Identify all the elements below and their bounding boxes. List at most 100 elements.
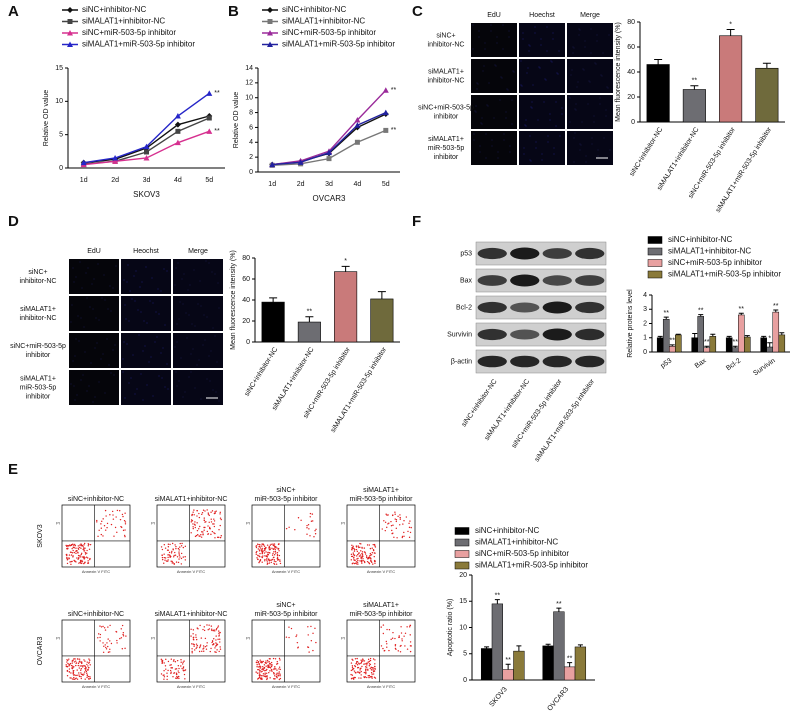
cell-speck xyxy=(176,323,178,325)
event-dot xyxy=(266,677,268,680)
event-dot xyxy=(270,561,272,564)
event-dot xyxy=(86,676,88,679)
legend-marker xyxy=(267,30,273,36)
legend-label: siNC+inhibitor-NC xyxy=(82,5,146,14)
event-dot xyxy=(209,650,211,653)
cell-speck xyxy=(162,347,164,349)
cell-speck xyxy=(152,395,154,397)
error-bar xyxy=(710,333,716,337)
event-dot xyxy=(368,561,370,564)
cell-speck xyxy=(75,276,77,278)
data-point xyxy=(112,155,119,161)
micrograph xyxy=(120,332,172,369)
event-dot xyxy=(124,535,126,538)
cell-speck xyxy=(569,97,571,99)
event-dot xyxy=(163,553,165,555)
event-dot xyxy=(217,626,219,629)
event-dot xyxy=(85,556,88,558)
event-dot xyxy=(202,645,205,647)
cell-speck xyxy=(502,48,504,50)
event-dot xyxy=(352,557,355,559)
blot-band xyxy=(510,274,540,287)
cell-speck xyxy=(493,117,495,119)
event-dot xyxy=(202,509,205,511)
cell-speck xyxy=(546,50,548,52)
bar xyxy=(669,346,676,353)
event-dot xyxy=(198,535,200,537)
event-dot xyxy=(262,543,264,545)
event-dot xyxy=(204,637,207,640)
cell-speck xyxy=(91,283,93,285)
event-dot xyxy=(266,559,268,561)
event-dot xyxy=(80,547,82,549)
cell-speck xyxy=(480,122,482,124)
event-dot xyxy=(273,545,276,547)
event-dot xyxy=(85,670,88,673)
cell-speck xyxy=(500,76,502,78)
event-dot xyxy=(77,664,80,667)
cell-speck xyxy=(583,69,585,71)
event-dot xyxy=(109,651,111,653)
column-header: Hoechst xyxy=(529,12,555,19)
event-dot xyxy=(215,651,217,654)
event-dot xyxy=(407,530,409,533)
bar xyxy=(553,611,565,681)
event-dot xyxy=(296,641,299,644)
y-tick-label: 10 xyxy=(245,95,253,102)
event-dot xyxy=(390,520,392,523)
event-dot xyxy=(374,668,376,670)
event-dot xyxy=(396,537,398,539)
event-dot xyxy=(358,672,361,674)
event-dot xyxy=(198,528,200,530)
event-dot xyxy=(174,668,177,670)
event-dot xyxy=(307,634,309,636)
event-dot xyxy=(79,556,81,558)
significance-label: ** xyxy=(739,306,745,313)
column-header: Heochst xyxy=(133,248,159,255)
event-dot xyxy=(116,509,119,512)
cell-speck xyxy=(103,274,105,276)
event-dot xyxy=(200,533,202,536)
cell-speck xyxy=(144,345,146,347)
event-dot xyxy=(365,671,367,674)
event-dot xyxy=(371,669,373,671)
event-dot xyxy=(267,554,269,556)
event-dot xyxy=(102,625,104,628)
cell-speck xyxy=(557,73,559,75)
bar xyxy=(297,321,321,343)
event-dot xyxy=(99,633,102,636)
event-dot xyxy=(211,530,214,533)
cell-speck xyxy=(597,155,599,157)
event-dot xyxy=(353,550,356,552)
cell-speck xyxy=(568,96,570,98)
event-dot xyxy=(262,666,264,668)
event-dot xyxy=(124,512,126,514)
panel-label: C xyxy=(412,3,423,20)
cell-speck xyxy=(216,361,218,363)
event-dot xyxy=(258,668,260,671)
bar xyxy=(574,646,587,681)
event-dot xyxy=(96,519,98,522)
event-dot xyxy=(80,552,83,555)
event-dot xyxy=(80,661,82,663)
event-dot xyxy=(80,560,82,563)
legend-label: siNC+miR-503-5p inhibitor xyxy=(282,28,376,37)
event-dot xyxy=(104,509,107,512)
event-dot xyxy=(275,560,277,563)
event-dot xyxy=(89,676,91,678)
event-dot xyxy=(264,661,266,664)
cell-speck xyxy=(485,157,487,159)
event-dot xyxy=(356,671,359,673)
event-dot xyxy=(176,676,179,679)
event-dot xyxy=(266,544,269,546)
event-dot xyxy=(386,646,388,648)
event-dot xyxy=(273,560,276,562)
cell-speck xyxy=(541,153,543,155)
blot-band xyxy=(575,247,605,260)
cell-speck xyxy=(549,119,551,121)
event-dot xyxy=(314,533,317,535)
event-dot xyxy=(261,547,263,550)
cell-speck xyxy=(476,88,478,90)
event-dot xyxy=(268,661,270,663)
row-label: inhibitor xyxy=(434,113,459,120)
